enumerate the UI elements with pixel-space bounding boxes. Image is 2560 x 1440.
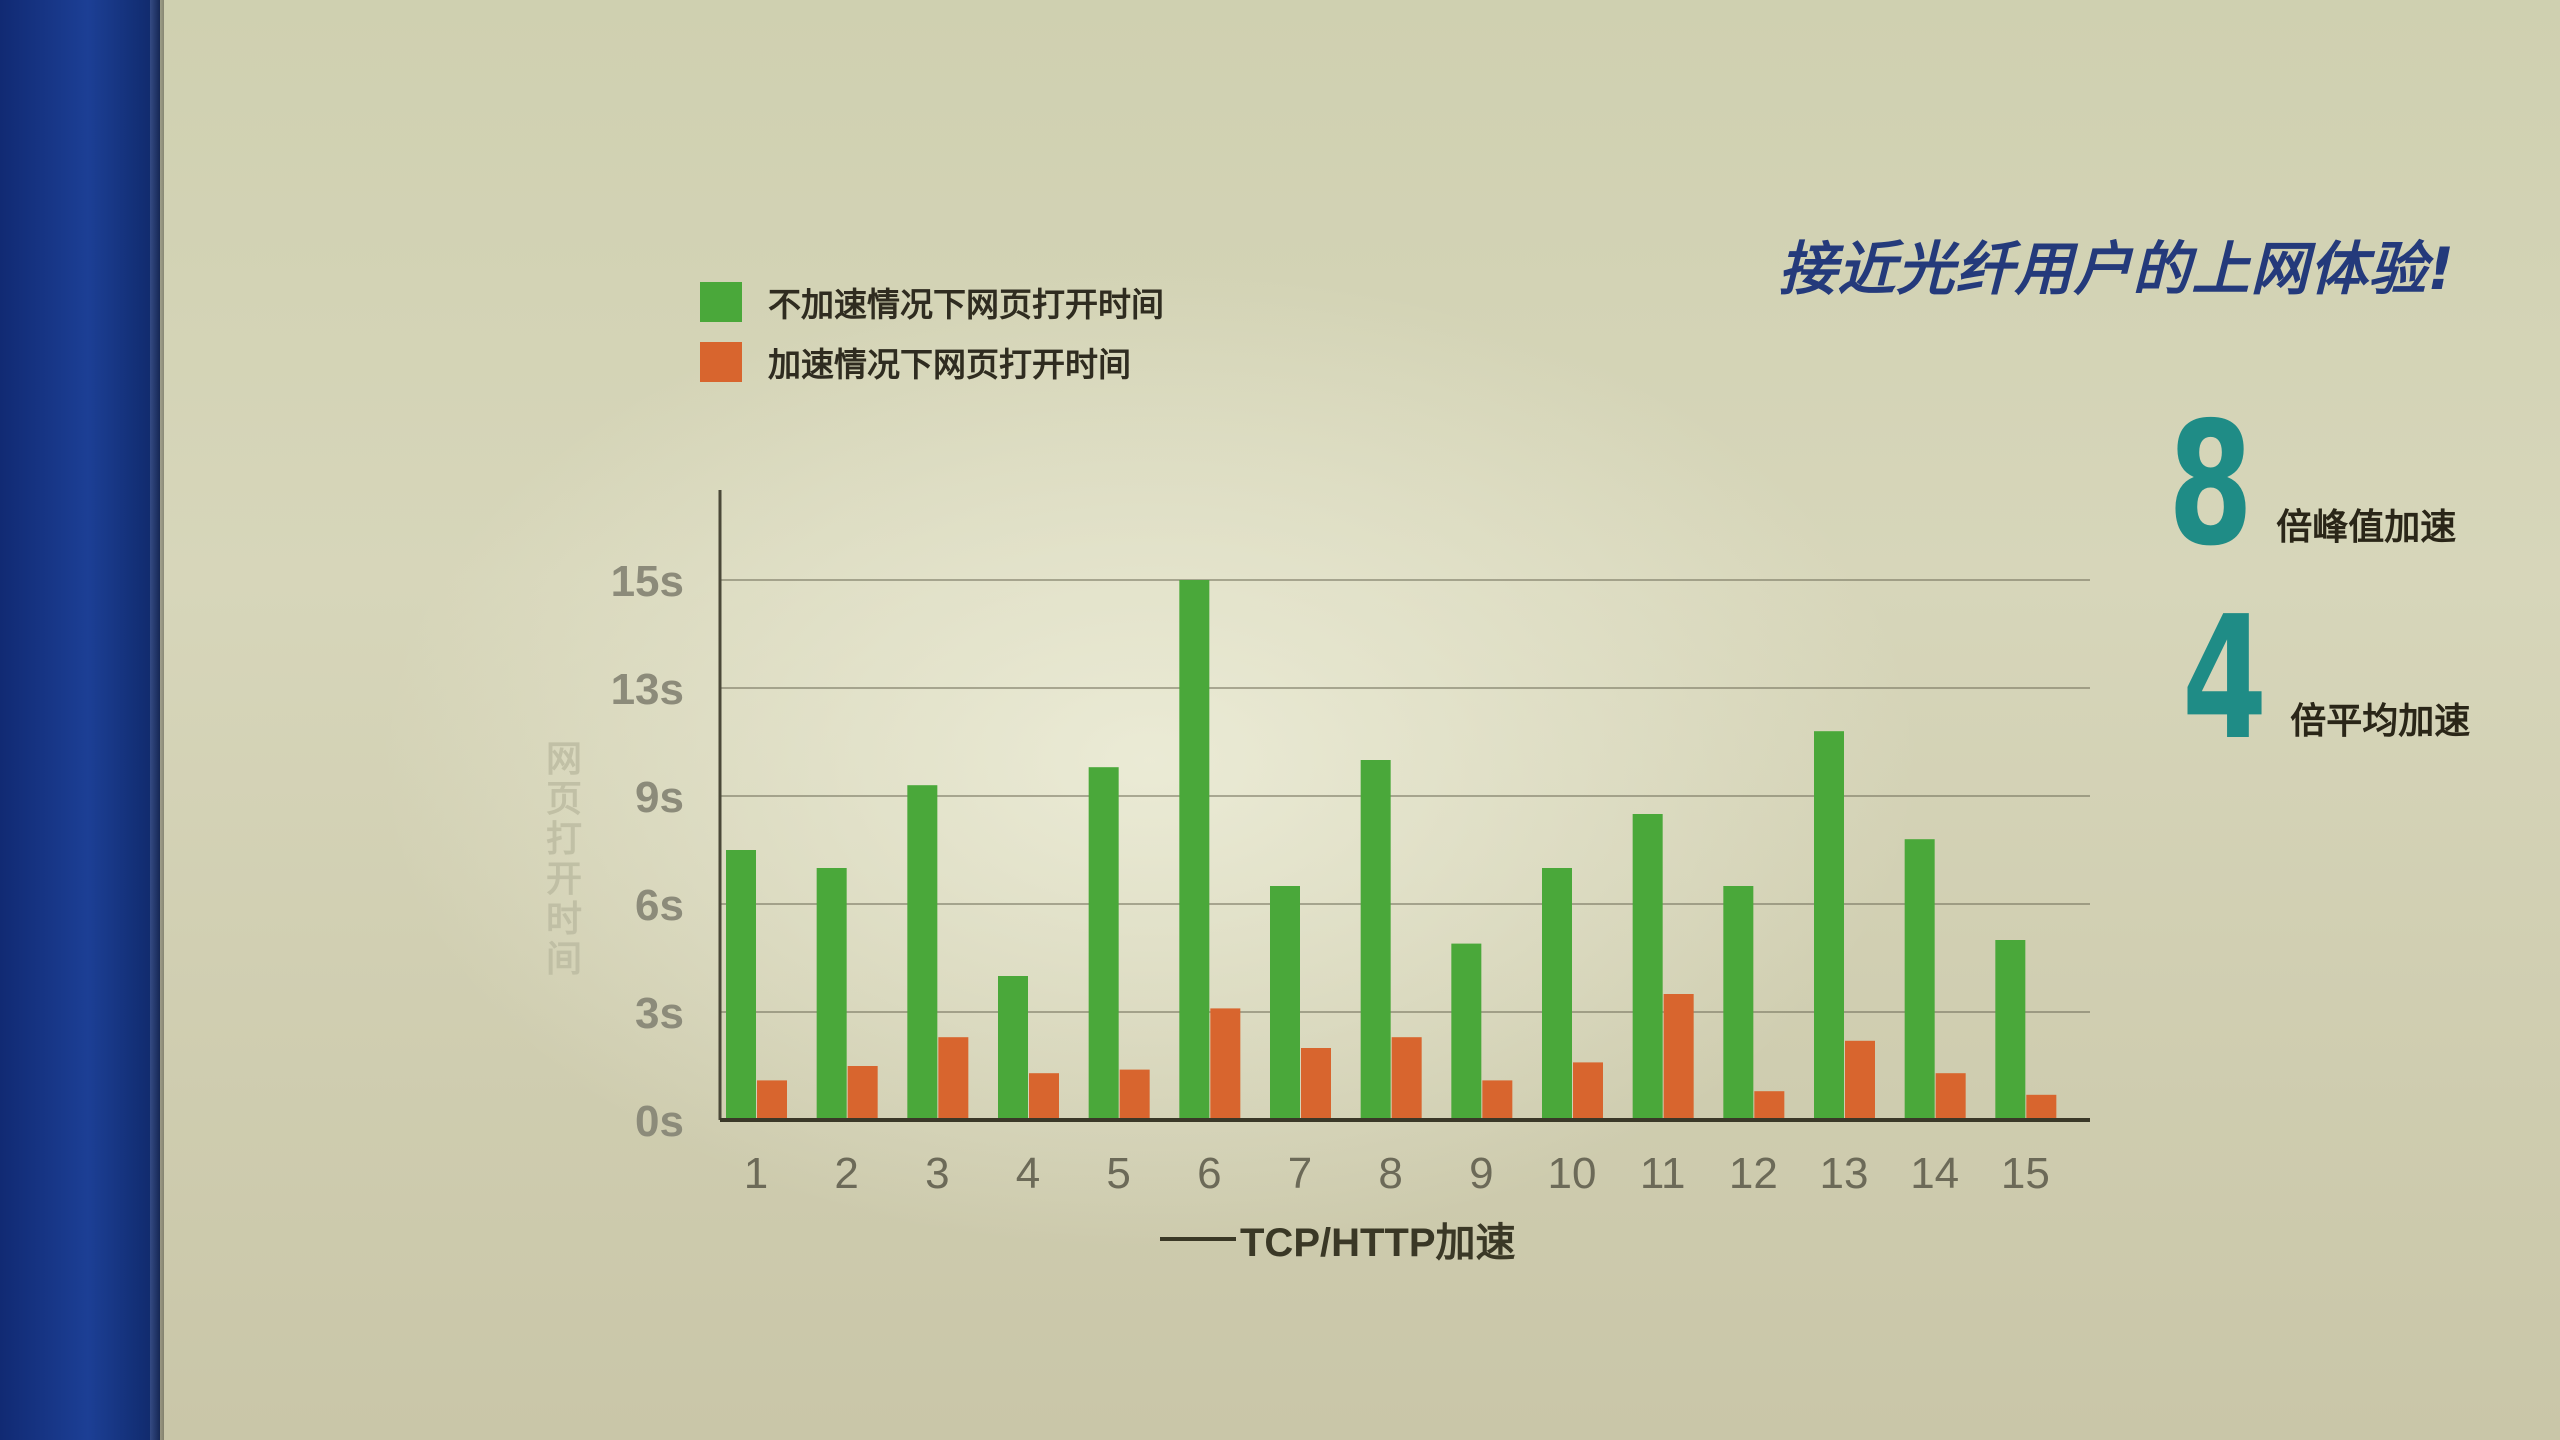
axes: [718, 490, 2090, 1122]
bar-accelerated: [1391, 1037, 1422, 1120]
x-axis-label: TCP/HTTP加速: [1160, 1210, 1516, 1268]
bar-accelerated: [847, 1066, 878, 1120]
average-speedup-text: 倍平均加速: [2290, 701, 2471, 742]
average-speedup-stat: 4 倍平均加速: [2182, 580, 2471, 778]
bar-unaccelerated: [1179, 580, 1210, 1120]
x-tick-label: 10: [1548, 1149, 1597, 1198]
y-tick-label: 6s: [635, 881, 684, 930]
y-tick-label: 9s: [635, 773, 684, 822]
y-tick-label: 15s: [611, 557, 684, 606]
bar-unaccelerated: [1542, 868, 1572, 1120]
bar-unaccelerated: [998, 976, 1028, 1120]
bar-unaccelerated: [1270, 886, 1300, 1120]
x-tick-label: 6: [1197, 1149, 1221, 1198]
grid-lines: [720, 579, 2090, 1013]
bar-unaccelerated: [1088, 767, 1119, 1120]
bar-accelerated: [1935, 1073, 1966, 1120]
bar-accelerated: [1029, 1073, 1059, 1120]
book-spine: [0, 0, 160, 1440]
legend-item-accelerated: 加速情况下网页打开时间: [700, 338, 1131, 386]
x-tick-label: 4: [1016, 1149, 1040, 1198]
bar-unaccelerated: [907, 785, 938, 1120]
bar-accelerated: [2026, 1094, 2057, 1120]
bar-accelerated: [757, 1080, 787, 1120]
x-tick-label: 1: [744, 1149, 768, 1198]
bar-accelerated: [938, 1037, 969, 1120]
peak-speedup-number: 8: [2168, 386, 2254, 584]
y-tick-label: 13s: [611, 665, 684, 714]
headline: 接近光纤用户的上网体验!: [1778, 235, 2455, 303]
legend-swatch-unaccelerated: [700, 282, 742, 322]
x-tick-label: 8: [1378, 1149, 1402, 1198]
x-tick-label: 2: [834, 1149, 858, 1198]
bar-unaccelerated: [816, 868, 847, 1120]
average-speedup-number: 4: [2182, 580, 2268, 778]
bar-unaccelerated: [1995, 940, 2026, 1120]
x-axis-label-dash: [1160, 1237, 1236, 1241]
legend-swatch-accelerated: [700, 342, 742, 382]
y-tick-label: 3s: [635, 989, 684, 1038]
x-axis-label-text: TCP/HTTP加速: [1240, 1221, 1516, 1265]
bar-unaccelerated: [1632, 814, 1663, 1120]
peak-speedup-stat: 8 倍峰值加速: [2168, 386, 2457, 584]
bar-unaccelerated: [726, 850, 756, 1120]
peak-speedup-text: 倍峰值加速: [2276, 507, 2457, 548]
bar-accelerated: [1119, 1069, 1150, 1120]
bar-unaccelerated: [1360, 760, 1391, 1120]
legend-item-unaccelerated: 不加速情况下网页打开时间: [700, 278, 1164, 326]
bar-accelerated: [1663, 994, 1694, 1120]
x-tick-label: 14: [1910, 1149, 1959, 1198]
x-tick-label: 3: [925, 1149, 949, 1198]
x-tick-label: 13: [1820, 1149, 1869, 1198]
bar-accelerated: [1482, 1080, 1513, 1120]
legend-label-accelerated: 加速情况下网页打开时间: [768, 345, 1131, 384]
bars: [726, 580, 2057, 1120]
bar-accelerated: [1754, 1091, 1785, 1120]
legend-label-unaccelerated: 不加速情况下网页打开时间: [768, 285, 1164, 324]
bar-accelerated: [1210, 1008, 1241, 1120]
spine-edge: [150, 0, 164, 1440]
y-tick-label: 0s: [635, 1097, 684, 1146]
bar-unaccelerated: [1904, 839, 1935, 1120]
x-tick-label: 9: [1469, 1149, 1493, 1198]
x-tick-label: 11: [1640, 1149, 1686, 1198]
bar-unaccelerated: [1814, 731, 1844, 1120]
bar-unaccelerated: [1723, 886, 1754, 1120]
bar-accelerated: [1301, 1048, 1331, 1120]
x-tick-label: 7: [1288, 1149, 1312, 1198]
y-axis-label: 网页打开时间: [546, 739, 583, 980]
bar-accelerated: [1845, 1040, 1875, 1120]
x-tick-label: 12: [1729, 1149, 1778, 1198]
bar-accelerated: [1573, 1062, 1603, 1120]
bar-unaccelerated: [1451, 943, 1482, 1120]
x-tick-label: 5: [1106, 1149, 1130, 1198]
x-tick-label: 15: [2001, 1149, 2050, 1198]
